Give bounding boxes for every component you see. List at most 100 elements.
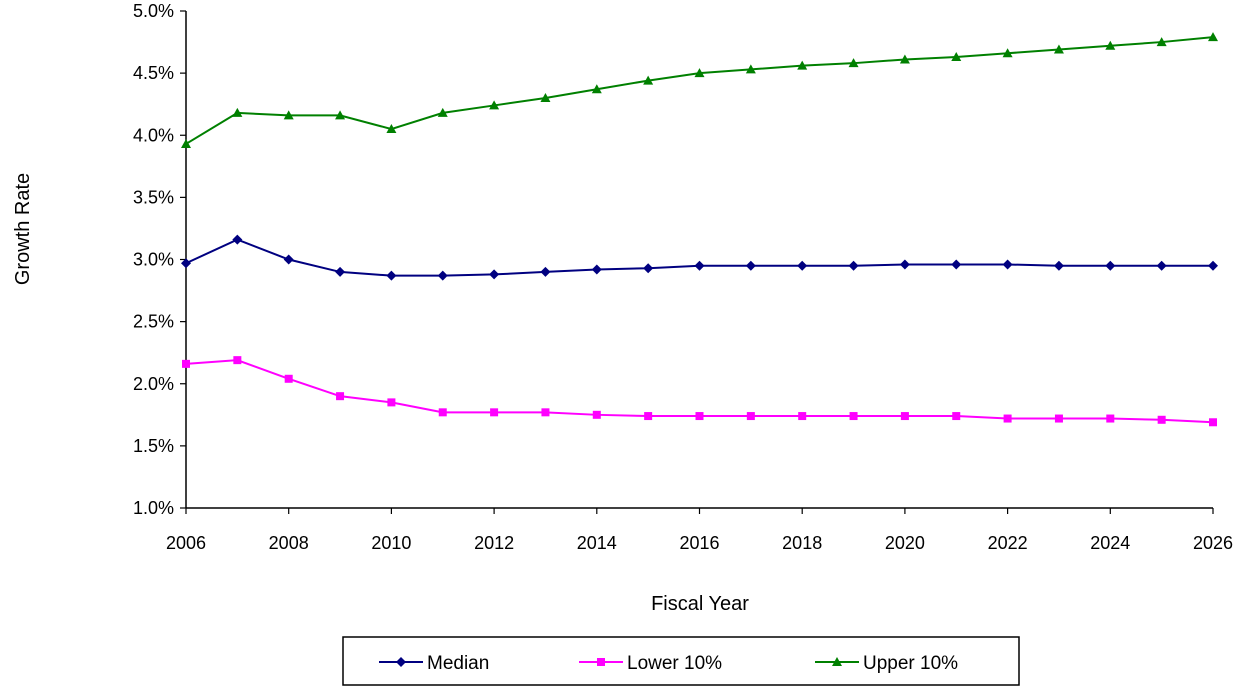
x-tick-label: 2016 bbox=[679, 533, 719, 553]
y-tick-label: 1.0% bbox=[133, 498, 174, 518]
data-point bbox=[541, 408, 550, 417]
x-tick-label: 2006 bbox=[166, 533, 206, 553]
data-point bbox=[438, 408, 447, 417]
data-point bbox=[283, 254, 294, 265]
legend-label: Lower 10% bbox=[627, 653, 722, 674]
legend-marker bbox=[597, 658, 605, 666]
data-point bbox=[1053, 44, 1064, 54]
legend: Median Lower 10% Upper 10% bbox=[342, 636, 1020, 686]
data-point bbox=[1208, 32, 1218, 42]
data-point bbox=[386, 270, 397, 281]
data-point bbox=[849, 412, 858, 421]
data-point bbox=[489, 269, 500, 280]
data-point bbox=[900, 412, 909, 421]
y-tick-label: 2.0% bbox=[133, 374, 174, 394]
data-point bbox=[695, 412, 704, 421]
legend-item: Upper 10% bbox=[815, 653, 958, 674]
data-point bbox=[848, 260, 859, 271]
data-point bbox=[746, 412, 755, 421]
y-tick-label: 4.5% bbox=[133, 63, 174, 83]
data-point bbox=[232, 107, 243, 117]
data-point bbox=[643, 263, 654, 274]
x-tick-label: 2014 bbox=[577, 533, 617, 553]
legend-item: Lower 10% bbox=[579, 653, 722, 674]
data-point bbox=[1105, 260, 1116, 271]
axis-ticks: 1.0% 1.5% 2.0% 2.5% 3.0% 3.5% 4.0% 4.5% 5.0% 2006… bbox=[133, 1, 1233, 553]
data-point bbox=[232, 234, 243, 245]
x-tick-label: 2020 bbox=[885, 533, 925, 553]
data-point bbox=[1106, 414, 1115, 423]
y-tick-label: 3.5% bbox=[133, 187, 174, 207]
data-point bbox=[336, 392, 345, 401]
data-point bbox=[490, 408, 499, 417]
x-tick-label: 2024 bbox=[1090, 533, 1130, 553]
data-point bbox=[899, 54, 910, 64]
data-point bbox=[386, 124, 397, 134]
data-point bbox=[1156, 260, 1167, 271]
data-point bbox=[182, 359, 190, 368]
data-point bbox=[233, 356, 242, 365]
legend-box bbox=[342, 636, 1020, 686]
series-lower-10 bbox=[182, 356, 1217, 427]
data-point bbox=[335, 266, 346, 277]
data-point bbox=[951, 51, 962, 61]
data-point bbox=[437, 270, 448, 281]
y-tick-label: 2.5% bbox=[133, 312, 174, 332]
data-point bbox=[848, 58, 859, 68]
legend-label: Median bbox=[427, 653, 489, 674]
data-point bbox=[1002, 259, 1013, 270]
data-point bbox=[540, 92, 551, 102]
x-tick-label: 2026 bbox=[1193, 533, 1233, 553]
data-point bbox=[1156, 37, 1167, 47]
y-tick-label: 3.0% bbox=[133, 250, 174, 270]
data-point bbox=[1157, 415, 1166, 424]
data-point bbox=[644, 412, 653, 421]
data-point bbox=[1054, 414, 1063, 423]
data-point bbox=[591, 264, 602, 275]
data-point bbox=[181, 258, 191, 269]
x-tick-label: 2018 bbox=[782, 533, 822, 553]
data-point bbox=[284, 374, 293, 383]
data-point bbox=[1003, 414, 1012, 423]
data-point bbox=[489, 100, 500, 110]
y-tick-label: 5.0% bbox=[133, 1, 174, 21]
data-point bbox=[952, 412, 961, 421]
data-point bbox=[387, 398, 396, 407]
x-axis-title: Fiscal Year bbox=[651, 593, 749, 615]
data-point bbox=[437, 107, 448, 117]
data-point bbox=[283, 110, 294, 120]
data-point bbox=[540, 266, 551, 277]
data-point bbox=[335, 110, 346, 120]
data-point bbox=[591, 84, 602, 94]
series-layer bbox=[181, 32, 1218, 427]
plot-axes bbox=[185, 11, 1213, 509]
data-point bbox=[798, 412, 807, 421]
data-point bbox=[797, 260, 808, 271]
x-tick-label: 2010 bbox=[371, 533, 411, 553]
data-point bbox=[592, 410, 601, 419]
y-axis-title: Growth Rate bbox=[12, 173, 34, 285]
data-point bbox=[1105, 40, 1116, 50]
data-point bbox=[1208, 260, 1218, 271]
series-median bbox=[181, 234, 1218, 281]
legend-item: Median bbox=[379, 653, 489, 674]
series-upper-10 bbox=[181, 32, 1218, 148]
data-point bbox=[951, 259, 962, 270]
x-tick-label: 2008 bbox=[269, 533, 309, 553]
data-point bbox=[1002, 48, 1013, 58]
data-point bbox=[745, 260, 756, 271]
y-tick-label: 1.5% bbox=[133, 436, 174, 456]
data-point bbox=[181, 138, 191, 148]
data-point bbox=[694, 68, 705, 78]
legend-label: Upper 10% bbox=[863, 653, 958, 674]
data-point bbox=[745, 64, 756, 74]
data-point bbox=[1053, 260, 1064, 271]
data-point bbox=[694, 260, 705, 271]
legend-marker bbox=[396, 657, 406, 667]
x-tick-label: 2012 bbox=[474, 533, 514, 553]
data-point bbox=[899, 259, 910, 270]
data-point bbox=[797, 60, 808, 70]
data-point bbox=[1209, 418, 1217, 427]
x-tick-label: 2022 bbox=[988, 533, 1028, 553]
